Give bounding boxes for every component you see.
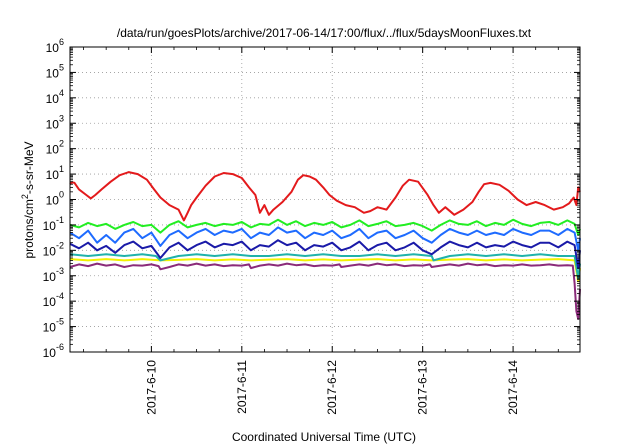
x-axis-title: Coordinated Universal Time (UTC) <box>232 430 416 444</box>
y-axis-title-superscript: 2 <box>20 194 30 199</box>
y-tick-exponent: 2 <box>59 139 64 149</box>
y-axis-title-base: protons/cm <box>22 199 36 258</box>
y-axis-title: protons/cm2-s-sr-MeV <box>20 141 36 258</box>
y-tick-exponent: -3 <box>56 266 64 276</box>
chart-title: /data/run/goesPlots/archive/2017-06-14/1… <box>117 26 532 40</box>
y-tick-exponent: 3 <box>59 113 64 123</box>
series-line-5 <box>69 253 581 280</box>
plot-frame <box>69 46 581 353</box>
y-tick-exponent: -6 <box>56 342 64 352</box>
ticks: 10-610-510-410-310-210-11001011021031041… <box>43 37 580 415</box>
y-axis-title-group: protons/cm2-s-sr-MeV <box>20 141 36 258</box>
y-tick-exponent: 0 <box>59 190 64 200</box>
y-tick-exponent: 5 <box>59 62 64 72</box>
series-line-2 <box>69 218 581 236</box>
y-tick-exponent: 4 <box>59 88 64 98</box>
series-line-3 <box>69 226 581 252</box>
series-line-7 <box>69 262 581 320</box>
series-line-1 <box>69 171 581 222</box>
x-tick-label: 2017-6-14 <box>506 360 520 415</box>
series-group <box>69 171 581 320</box>
x-tick-label: 2017-6-11 <box>235 360 249 414</box>
y-tick-exponent: 6 <box>59 37 64 47</box>
y-tick-exponent: -4 <box>56 291 64 301</box>
y-tick-exponent: -2 <box>56 240 64 250</box>
series-line-4 <box>69 239 581 270</box>
y-axis-title-rest: -s-sr-MeV <box>22 141 36 194</box>
x-tick-label: 2017-6-10 <box>144 360 158 415</box>
y-tick-exponent: 1 <box>59 164 64 174</box>
y-tick-exponent: -5 <box>56 317 64 327</box>
x-tick-label: 2017-6-13 <box>416 360 430 415</box>
y-tick-exponent: -1 <box>56 215 64 225</box>
x-tick-label: 2017-6-12 <box>325 360 339 415</box>
